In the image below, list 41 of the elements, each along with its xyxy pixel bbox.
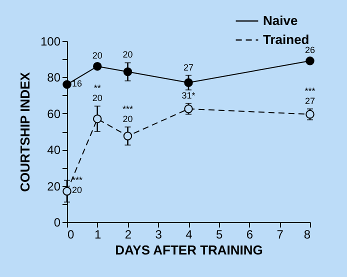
annotation: 31* — [182, 90, 196, 100]
annotation: 20 — [122, 50, 133, 60]
annotation: 26 — [304, 45, 316, 56]
point — [306, 56, 314, 66]
legend-label: Trained — [263, 32, 310, 47]
y-tick-label: 20 — [47, 179, 61, 194]
y-tick-label: 40 — [47, 143, 61, 158]
point — [62, 80, 72, 89]
x-axis-title: DAYS AFTER TRAINING — [115, 242, 263, 258]
legend-label: Naive — [263, 13, 298, 28]
point — [184, 104, 193, 114]
x-tick-label: 8 — [304, 228, 311, 242]
annotation: *** — [304, 86, 316, 96]
annotation: 20 — [92, 93, 102, 104]
x-tick-label: 2 — [124, 228, 132, 242]
annotation: 20 — [92, 50, 102, 61]
point — [93, 114, 102, 124]
y-tick-label: 60 — [47, 106, 61, 121]
x-tick-label: 0 — [68, 228, 74, 242]
x-tick-label: 1 — [94, 228, 102, 242]
point — [93, 62, 102, 71]
point — [123, 132, 132, 140]
x-tick-label: 3 — [155, 228, 162, 242]
point — [184, 78, 193, 87]
y-tick-label: 0 — [54, 216, 61, 230]
annotation: 20 — [122, 114, 133, 124]
point — [62, 186, 72, 196]
y-tick-label: 100 — [40, 34, 61, 48]
annotation: 27 — [183, 62, 194, 72]
x-tick-label: 5 — [216, 228, 224, 242]
y-tick-label: 80 — [47, 70, 61, 85]
annotation: 16 — [72, 78, 82, 88]
x-tick-label: 6 — [246, 228, 254, 242]
x-tick-label: 7 — [276, 228, 284, 242]
annotation: 20 — [72, 185, 82, 196]
x-tick-label: 4 — [186, 228, 193, 242]
y-axis-title: COURTSHIP INDEX — [17, 72, 32, 192]
annotation: 27 — [304, 96, 316, 106]
point — [123, 67, 132, 76]
annotation: ** — [94, 83, 102, 94]
annotation: *** — [122, 104, 134, 114]
